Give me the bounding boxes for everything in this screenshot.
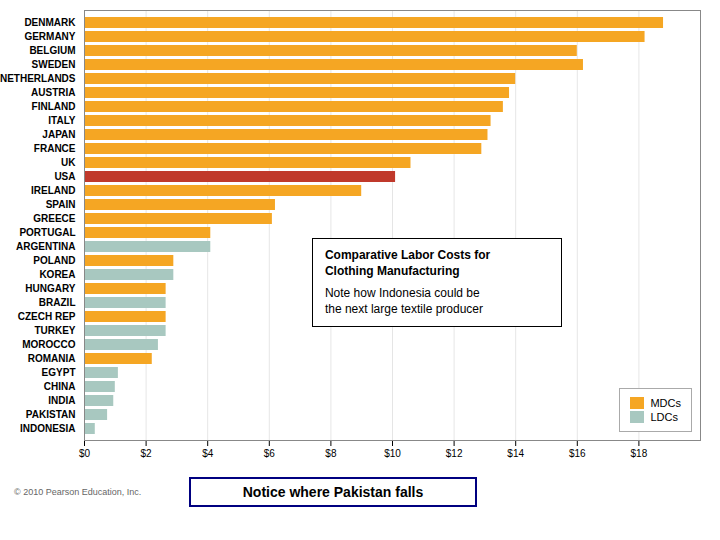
svg-text:$18: $18 xyxy=(631,448,648,459)
svg-text:INDONESIA: INDONESIA xyxy=(20,423,76,434)
html-text:© 2010 Pearson Education, Inc.: © 2010 Pearson Education, Inc. xyxy=(14,487,142,497)
html-text:Comparative Labor Costs for Cl: Comparative Labor Costs for Clothing Man… xyxy=(324,247,491,279)
svg-text:UK: UK xyxy=(61,157,76,168)
html-text:MDCs: MDCs xyxy=(650,397,681,409)
svg-text:PAKISTAN: PAKISTAN xyxy=(26,409,76,420)
svg-text:USA: USA xyxy=(54,171,75,182)
svg-text:BELGIUM: BELGIUM xyxy=(29,45,75,56)
svg-text:POLAND: POLAND xyxy=(33,255,75,266)
svg-text:ITALY: ITALY xyxy=(48,115,76,126)
svg-text:IRELAND: IRELAND xyxy=(31,185,75,196)
svg-text:HUNGARY: HUNGARY xyxy=(25,283,76,294)
svg-text:$14: $14 xyxy=(507,448,524,459)
html-text:Note how Indonesia could be th: Note how Indonesia could be the next lar… xyxy=(324,286,483,317)
svg-text:GREECE: GREECE xyxy=(33,213,76,224)
svg-text:$0: $0 xyxy=(79,448,91,459)
svg-text:JAPAN: JAPAN xyxy=(42,129,75,140)
svg-text:PORTUGAL: PORTUGAL xyxy=(19,227,75,238)
svg-text:CZECH REP: CZECH REP xyxy=(18,311,76,322)
svg-text:$8: $8 xyxy=(325,448,337,459)
svg-text:$4: $4 xyxy=(202,448,214,459)
svg-text:EGYPT: EGYPT xyxy=(42,367,76,378)
svg-text:GERMANY: GERMANY xyxy=(24,31,75,42)
svg-text:KOREA: KOREA xyxy=(39,269,75,280)
svg-text:$16: $16 xyxy=(569,448,586,459)
html-text:LDCs: LDCs xyxy=(650,411,678,423)
svg-text:TURKEY: TURKEY xyxy=(34,325,75,336)
svg-text:ROMANIA: ROMANIA xyxy=(28,353,76,364)
svg-text:CHINA: CHINA xyxy=(44,381,76,392)
svg-text:AUSTRIA: AUSTRIA xyxy=(31,87,75,98)
svg-text:FRANCE: FRANCE xyxy=(34,143,76,154)
html-text:Notice where Pakistan falls: Notice where Pakistan falls xyxy=(242,484,424,500)
svg-text:FINLAND: FINLAND xyxy=(32,101,76,112)
svg-text:NETHERLANDS: NETHERLANDS xyxy=(0,73,76,84)
svg-text:$6: $6 xyxy=(264,448,276,459)
svg-text:MOROCCO: MOROCCO xyxy=(22,339,76,350)
svg-text:$2: $2 xyxy=(141,448,153,459)
svg-text:$10: $10 xyxy=(384,448,401,459)
svg-text:DENMARK: DENMARK xyxy=(24,17,76,28)
svg-text:SWEDEN: SWEDEN xyxy=(32,59,76,70)
svg-text:$12: $12 xyxy=(446,448,463,459)
svg-text:ARGENTINA: ARGENTINA xyxy=(16,241,75,252)
svg-text:SPAIN: SPAIN xyxy=(46,199,76,210)
svg-text:INDIA: INDIA xyxy=(48,395,75,406)
svg-text:BRAZIL: BRAZIL xyxy=(39,297,76,308)
